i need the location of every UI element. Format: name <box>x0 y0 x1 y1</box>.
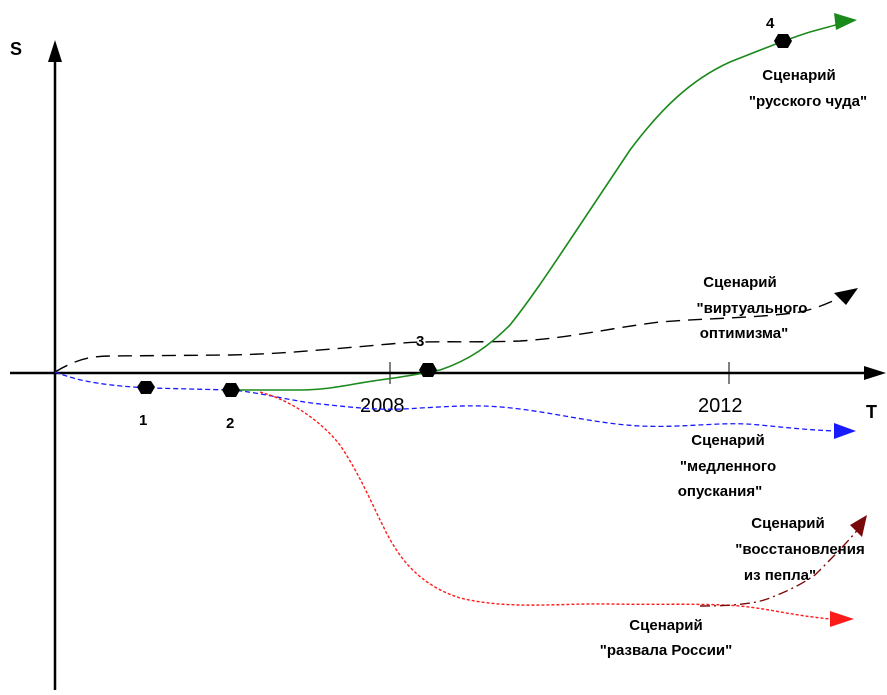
tick-label-2008: 2008 <box>360 395 405 417</box>
arrow-russian-miracle-icon <box>834 13 857 30</box>
recovery-line2: "восстановления <box>735 541 864 558</box>
recovery-line1: Сценарий <box>751 515 824 532</box>
arrow-virtual-optimism-icon <box>834 288 858 305</box>
point-1-label: 1 <box>139 412 147 429</box>
y-axis-label: S <box>10 39 22 59</box>
slow-descent-line1: Сценарий <box>691 432 764 449</box>
y-axis-arrow-icon <box>48 40 62 62</box>
point-2-marker <box>222 383 240 397</box>
collapse-line1: Сценарий <box>629 617 702 634</box>
label-virtual-optimism: Сценарий "виртуального оптимизма" <box>697 274 808 342</box>
label-recovery: Сценарий "восстановления из пепла" <box>735 515 864 584</box>
label-slow-descent: Сценарий "медленного опускания" <box>678 432 776 500</box>
russian-miracle-line1: Сценарий <box>762 67 835 84</box>
curve-virtual-optimism <box>54 289 856 373</box>
tick-label-2012: 2012 <box>698 395 743 417</box>
point-3-marker <box>419 363 437 377</box>
x-axis-label: T <box>866 402 877 422</box>
virtual-optimism-line3: оптимизма" <box>700 325 789 342</box>
virtual-optimism-line2: "виртуального <box>697 300 808 317</box>
arrow-slow-descent-icon <box>834 423 856 439</box>
label-collapse: Сценарий "развала России" <box>600 617 733 659</box>
point-3-label: 3 <box>416 333 424 350</box>
label-russian-miracle: Сценарий "русского чуда" <box>749 67 867 110</box>
virtual-optimism-line1: Сценарий <box>703 274 776 291</box>
arrow-recovery-icon <box>850 515 867 537</box>
point-4-marker <box>774 34 792 48</box>
point-2-label: 2 <box>226 415 234 432</box>
point-4-label: 4 <box>766 15 775 32</box>
curve-recovery <box>699 526 861 607</box>
curve-collapse <box>259 391 831 620</box>
arrow-collapse-icon <box>830 611 854 627</box>
curve-russian-miracle <box>232 23 841 391</box>
collapse-line2: "развала России" <box>600 642 733 659</box>
slow-descent-line2: "медленного <box>680 458 776 475</box>
x-axis-arrow-icon <box>864 366 886 380</box>
slow-descent-line3: опускания" <box>678 483 763 500</box>
point-1-marker <box>137 381 155 394</box>
recovery-line3: из пепла" <box>744 567 816 584</box>
russian-miracle-line2: "русского чуда" <box>749 93 867 110</box>
